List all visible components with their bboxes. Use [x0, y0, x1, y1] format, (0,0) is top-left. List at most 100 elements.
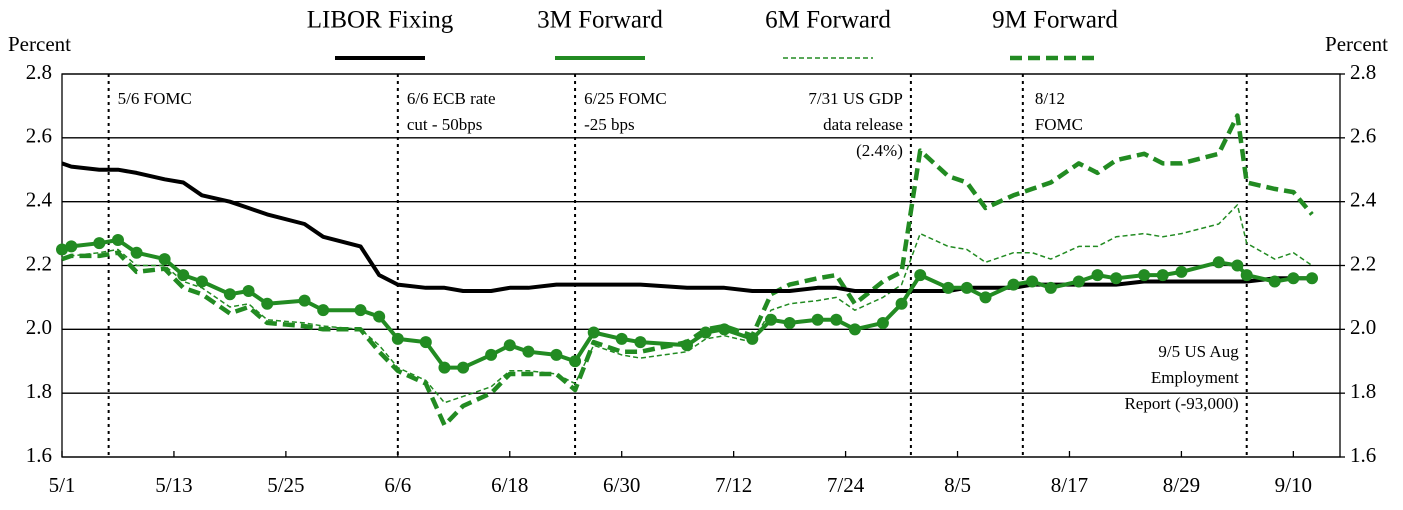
annotation: Report (-93,000)	[1124, 394, 1238, 413]
annotation: cut - 50bps	[407, 115, 483, 134]
series-line	[61, 113, 1314, 428]
data-point	[1268, 275, 1281, 288]
legend-label: 9M Forward	[992, 7, 1118, 34]
data-point	[130, 246, 143, 259]
annotation: 7/31 US GDP	[808, 89, 902, 108]
data-point	[699, 326, 712, 339]
data-point	[485, 348, 498, 361]
y2-tick-label: 2.8	[1350, 60, 1376, 84]
data-point	[1026, 275, 1039, 288]
y2-tick-label: 1.6	[1350, 443, 1376, 467]
annotation: 9/5 US Aug	[1158, 342, 1239, 361]
series-line	[61, 161, 1312, 293]
annotation: (2.4%)	[856, 141, 903, 160]
data-point	[1007, 278, 1020, 291]
y2-tick-label: 1.8	[1350, 379, 1376, 403]
data-point	[615, 332, 628, 345]
y-tick-label: 2.4	[26, 187, 53, 211]
y2-axis-label: Percent	[1325, 32, 1388, 56]
data-point	[1306, 272, 1319, 285]
data-point	[158, 253, 171, 266]
y-tick-label: 2.0	[26, 315, 52, 339]
data-point	[111, 233, 124, 246]
data-point	[876, 316, 889, 329]
x-tick-label: 9/10	[1275, 473, 1312, 497]
y2-tick-label: 2.2	[1350, 251, 1376, 275]
x-tick-label: 5/1	[49, 473, 76, 497]
data-point	[65, 240, 78, 253]
y2-tick-label: 2.6	[1350, 124, 1376, 148]
x-tick-label: 5/13	[155, 473, 192, 497]
annotation: 6/25 FOMC	[584, 89, 667, 108]
data-point	[681, 339, 694, 352]
annotation: 6/6 ECB rate	[407, 89, 496, 108]
data-point	[391, 332, 404, 345]
data-point	[1072, 275, 1085, 288]
series-line	[61, 204, 1313, 404]
data-point	[587, 326, 600, 339]
data-point	[1044, 281, 1057, 294]
x-tick-label: 5/25	[267, 473, 304, 497]
y2-tick-label: 2.0	[1350, 315, 1376, 339]
data-point	[1091, 269, 1104, 282]
data-point	[830, 313, 843, 326]
data-point	[942, 281, 955, 294]
annotation: 5/6 FOMC	[118, 89, 192, 108]
data-point	[223, 288, 236, 301]
data-point	[718, 323, 731, 336]
annotation: Employment	[1151, 368, 1239, 387]
annotation: -25 bps	[584, 115, 635, 134]
y2-tick-label: 2.4	[1350, 187, 1377, 211]
data-point	[1175, 265, 1188, 278]
data-point	[979, 291, 992, 304]
y-tick-label: 2.2	[26, 251, 52, 275]
data-point	[1110, 272, 1123, 285]
data-point	[419, 336, 432, 349]
data-point	[93, 237, 106, 250]
plot-frame	[61, 73, 1341, 458]
legend-label: 6M Forward	[765, 7, 891, 34]
annotation: FOMC	[1035, 115, 1083, 134]
data-point	[914, 269, 927, 282]
data-point	[354, 304, 367, 317]
data-point	[848, 323, 861, 336]
data-point	[1240, 269, 1253, 282]
data-point	[457, 361, 470, 374]
legend-label: LIBOR Fixing	[307, 7, 454, 34]
legend-label: 3M Forward	[537, 7, 663, 34]
x-tick-label: 7/24	[827, 473, 865, 497]
data-point	[177, 269, 190, 282]
data-point	[895, 297, 908, 310]
y-tick-label: 2.8	[26, 60, 52, 84]
data-point	[1231, 259, 1244, 272]
x-tick-label: 6/6	[384, 473, 411, 497]
y-tick-label: 1.8	[26, 379, 52, 403]
x-tick-label: 6/30	[603, 473, 640, 497]
data-point	[746, 332, 759, 345]
data-point	[522, 345, 535, 358]
annotation: data release	[823, 115, 903, 134]
data-point	[569, 355, 582, 368]
data-point	[811, 313, 824, 326]
data-point	[195, 275, 208, 288]
y-axis-label: Percent	[8, 32, 71, 56]
x-tick-label: 6/18	[491, 473, 528, 497]
data-point	[298, 294, 311, 307]
data-point	[1287, 272, 1300, 285]
data-point	[1138, 269, 1151, 282]
y-tick-label: 1.6	[26, 443, 52, 467]
x-tick-label: 8/5	[944, 473, 971, 497]
data-point	[634, 336, 647, 349]
data-point	[438, 361, 451, 374]
data-point	[261, 297, 274, 310]
data-point	[1212, 256, 1225, 269]
y-tick-label: 2.6	[26, 124, 52, 148]
data-point	[373, 310, 386, 323]
x-tick-label: 8/29	[1163, 473, 1200, 497]
x-tick-label: 7/12	[715, 473, 752, 497]
data-point	[1156, 269, 1169, 282]
data-point	[242, 285, 255, 298]
data-point	[317, 304, 330, 317]
